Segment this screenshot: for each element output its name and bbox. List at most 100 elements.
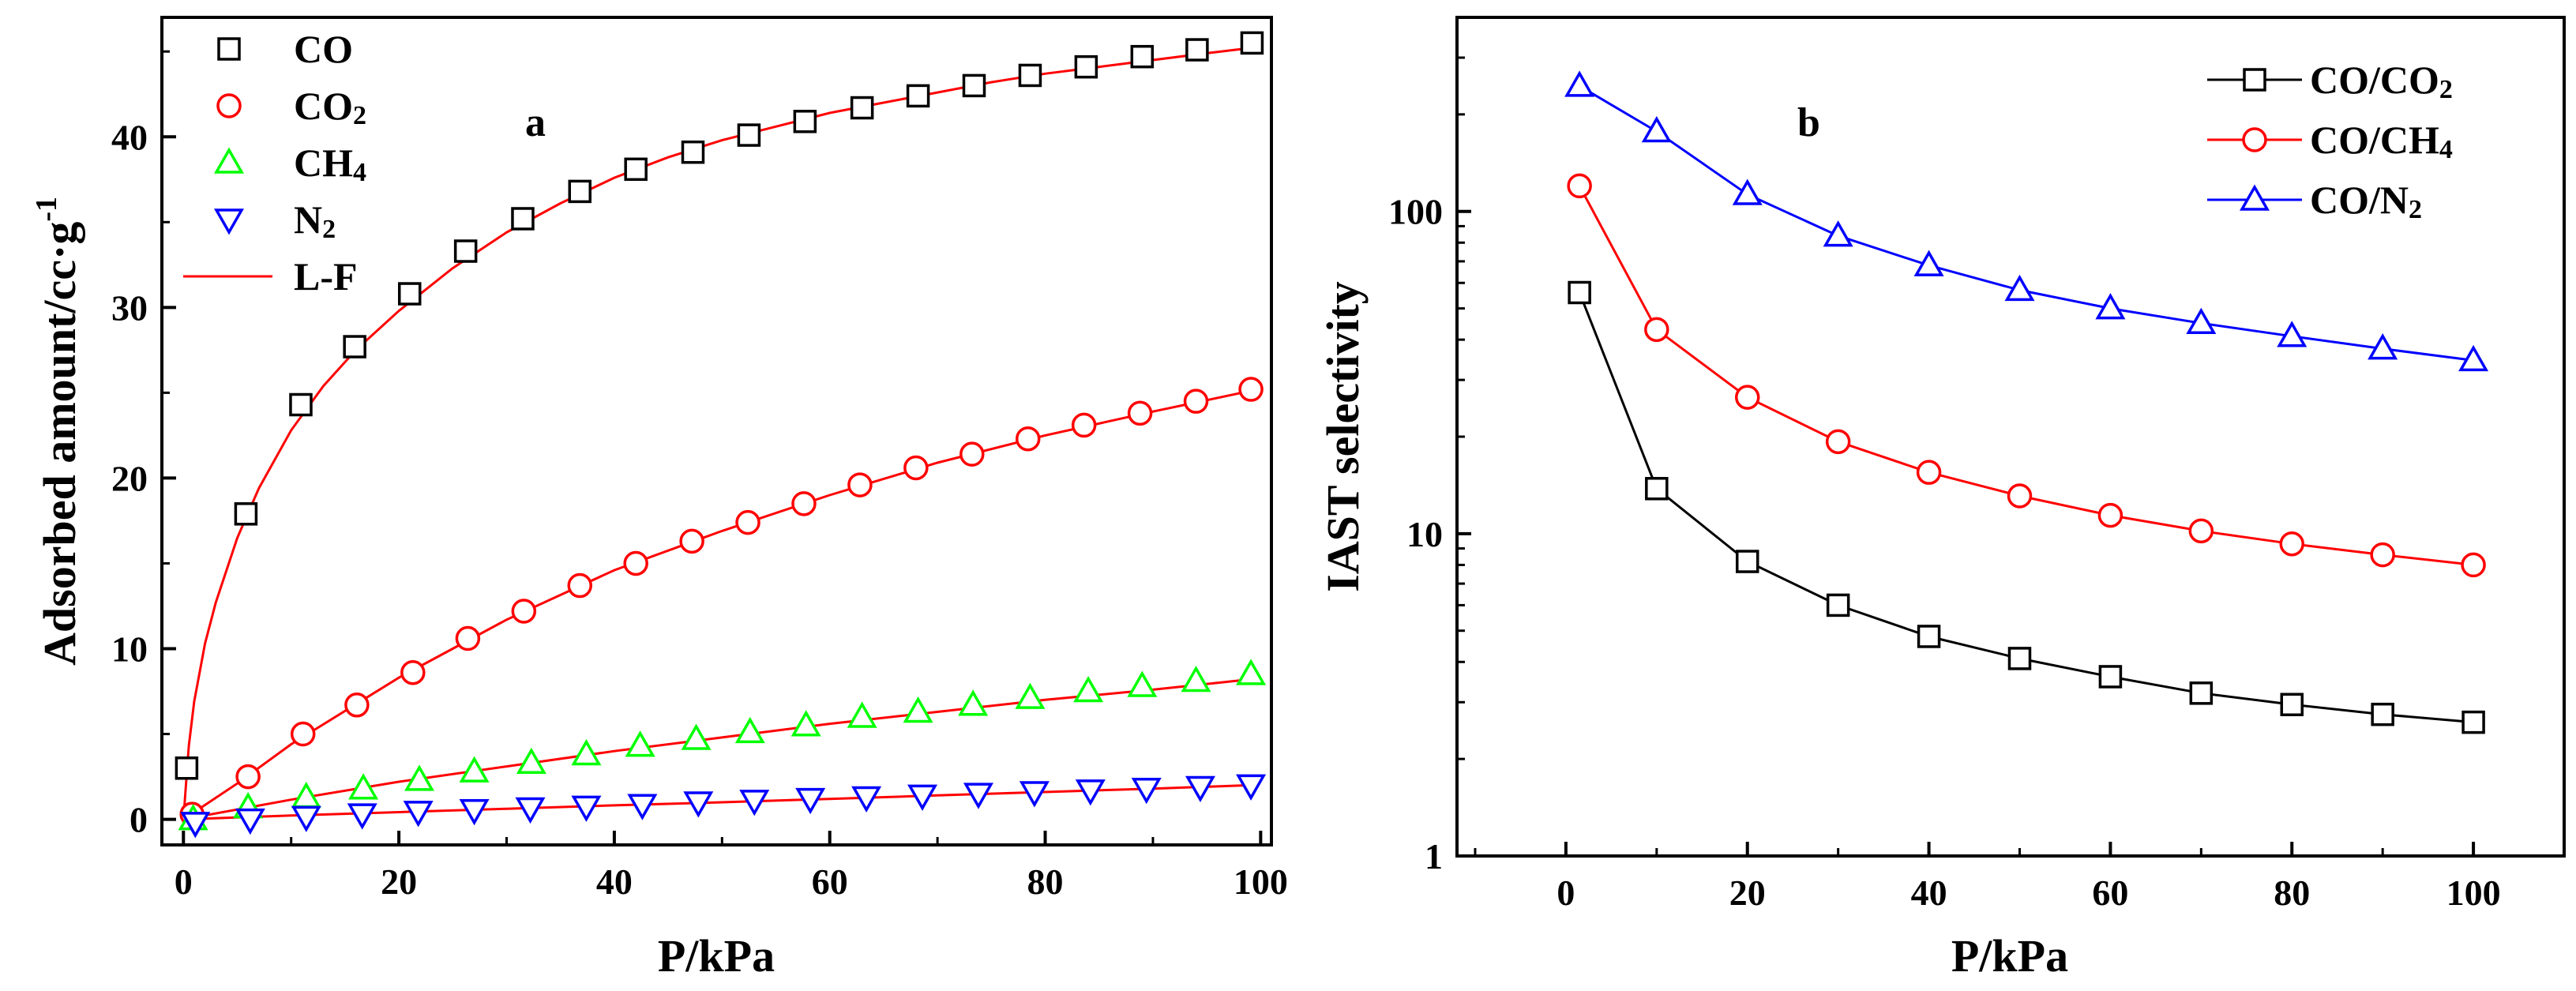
data-point-ch4 [847,701,877,728]
data-point-co-co2 [2280,693,2304,716]
x-tick-label-b: 100 [2446,873,2501,913]
legend-label-co2-subscript: 2 [353,101,366,130]
data-point-co2 [1238,377,1264,402]
y-axis-label-a-superscript: -1 [30,197,63,222]
legend-marker-co-ch4 [2242,127,2267,152]
x-tick-label-a: 20 [381,861,417,902]
legend-label-co-co2-subscript: 2 [2439,75,2453,104]
fit-line-co2 [182,389,1251,820]
x-axis-label-b: P/kPa [1951,930,2068,982]
data-point-co2 [511,599,537,624]
legend-label-co-ch4-subscript: 4 [2439,135,2453,164]
data-point-ch4 [958,689,989,716]
data-point-ch4 [459,756,490,783]
data-point-co-co2 [1917,625,1941,648]
data-point-n2 [235,808,265,835]
data-point-ch4 [790,710,821,737]
y-tick-label-b: 10 [1406,514,1443,554]
x-tick-label-b: 60 [2092,873,2128,913]
axis-ticks-b: 0 20 40 60 80 100 1 10 100 [1388,16,2501,913]
legend-label-co-co2-text: CO/CO [2310,58,2439,102]
legend-marker-co [217,37,241,61]
data-point-n2 [1236,774,1267,801]
data-point-co-co2 [1826,593,1850,617]
data-point-co2 [623,550,648,576]
data-point-n2 [1131,777,1162,805]
data-point-co2 [344,693,370,718]
data-point-co-co2 [1735,550,1759,573]
legend-marker-n2 [213,208,245,235]
data-point-ch4 [348,773,379,800]
data-point-ch4 [681,723,712,750]
data-point-co2 [235,764,261,790]
data-point-n2 [963,783,993,809]
data-point-co [453,239,478,263]
data-point-co-ch4 [1644,317,1669,343]
x-tick-label-a: 100 [1234,861,1288,902]
data-point-n2 [683,791,714,818]
legend-label-co-n2: CO/N2 [2310,178,2422,224]
data-point-co-n2 [1564,70,1595,97]
axis-ticks-a: 0 20 40 60 80 100 0 10 20 30 40 [111,50,1288,902]
data-point-n2 [851,786,882,813]
data-point-n2 [347,803,377,830]
data-point-co [343,335,366,358]
data-point-ch4 [404,764,435,791]
x-tick-label-a: 60 [812,861,848,902]
legend-label-co-n2-subscript: 2 [2409,195,2422,224]
data-point-co-co2 [2098,665,2123,689]
data-point-co-ch4 [2370,542,2395,568]
data-point-co-ch4 [1825,429,1851,455]
data-point-co-co2 [2189,681,2214,705]
data-point-co2 [290,721,316,747]
data-point-co-n2 [1823,220,1853,247]
data-point-ch4 [516,747,546,775]
legend-label-n2: N2 [294,197,336,244]
data-point-co2 [1127,400,1153,426]
data-point-co-ch4 [2279,531,2304,557]
data-point-co [793,110,817,133]
data-point-co-n2 [2095,293,2126,320]
data-point-co [1018,63,1042,88]
data-point-co-n2 [1913,250,1944,276]
data-point-co [397,282,422,306]
data-point-co [234,502,258,526]
legend-marker-co-n2 [2239,184,2270,211]
data-point-n2 [1185,775,1215,803]
data-point-co [962,73,986,98]
data-point-n2 [795,787,826,815]
y-tick-label-b: 1 [1425,836,1443,877]
data-point-co-n2 [2004,274,2035,302]
legend-label-n2-subscript: 2 [322,215,336,244]
data-point-ch4 [571,738,602,766]
legend-label-ch4-subscript: 4 [353,158,366,187]
data-point-ch4 [734,716,765,744]
data-point-n2 [627,794,658,820]
data-point-co2 [1071,412,1097,438]
data-point-co-n2 [1732,178,1763,205]
data-point-n2 [403,801,434,828]
data-point-co-ch4 [1567,173,1592,199]
legend-label-co-co2: CO/CO2 [2310,58,2453,104]
data-point-co2 [567,572,593,599]
data-point-n2 [739,790,770,816]
data-point-n2 [515,797,546,824]
data-point-co2 [735,509,760,535]
x-tick-label-a: 0 [175,861,193,902]
data-point-co-n2 [2186,307,2217,335]
data-point-co [737,123,761,147]
data-point-co2 [791,491,817,516]
data-point-co-ch4 [1916,460,1942,485]
data-point-co-n2 [2458,344,2489,372]
data-points-a [175,31,1267,839]
data-point-co2 [903,455,929,481]
legend-marker-co-co2 [2243,68,2266,92]
data-point-co-co2 [2007,647,2032,670]
series-line-co-ch4 [1578,185,2474,566]
x-tick-label-b: 20 [1729,873,1766,913]
data-point-co-co2 [2371,702,2394,726]
data-point-co [1074,54,1098,79]
data-point-co-ch4 [1734,385,1760,410]
